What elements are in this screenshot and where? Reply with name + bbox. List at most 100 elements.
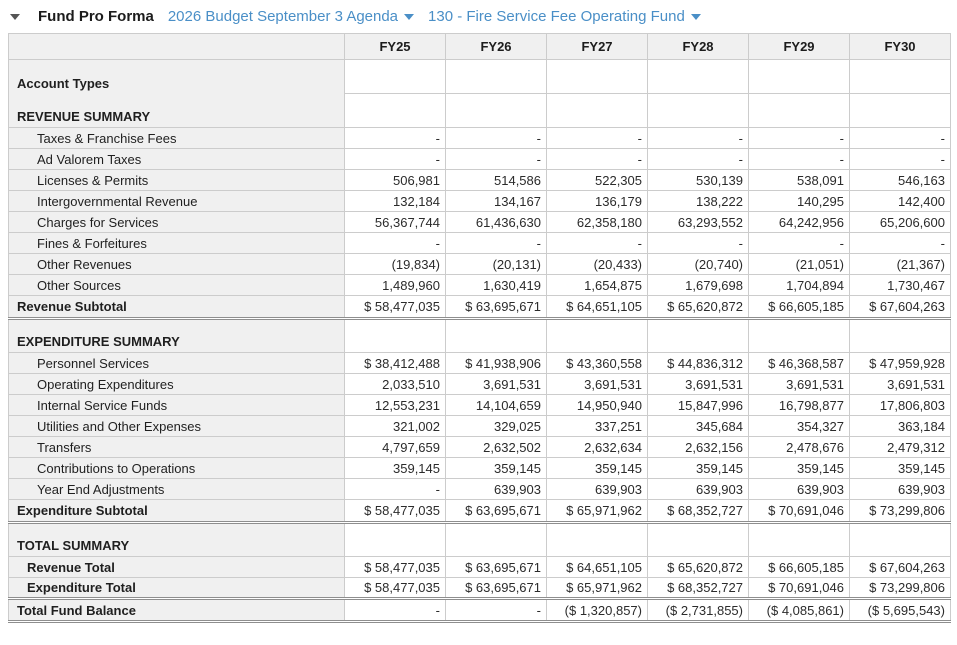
value-cell: 1,679,698 bbox=[647, 274, 749, 296]
value-cell: $ 73,299,806 bbox=[849, 577, 951, 600]
value-cell: 359,145 bbox=[344, 457, 446, 479]
value-cell: 359,145 bbox=[748, 457, 850, 479]
table-row: Expenditure Total $ 58,477,035 $ 63,695,67… bbox=[8, 577, 951, 600]
page-header: Fund Pro Forma 2026 Budget September 3 A… bbox=[0, 0, 957, 31]
value-cell: (21,367) bbox=[849, 253, 951, 275]
row-label: TOTAL SUMMARY bbox=[8, 522, 345, 557]
value-cell: $ 68,352,727 bbox=[647, 499, 749, 524]
value-cell: - bbox=[344, 232, 446, 254]
corner-cell bbox=[8, 33, 345, 60]
value-cell: 1,489,960 bbox=[344, 274, 446, 296]
value-cell: - bbox=[445, 598, 547, 623]
value-cell: $ 70,691,046 bbox=[748, 577, 850, 600]
value-cell: 14,104,659 bbox=[445, 394, 547, 416]
table-row: Account Types bbox=[8, 59, 951, 94]
table-row: Operating Expenditures 2,033,510 3,691,531… bbox=[8, 373, 951, 395]
value-cell: $ 67,604,263 bbox=[849, 556, 951, 578]
table-row: Personnel Services $ 38,412,488 $ 41,938,9… bbox=[8, 352, 951, 374]
value-cell bbox=[849, 93, 951, 128]
value-cell: $ 38,412,488 bbox=[344, 352, 446, 374]
value-cell: ($ 4,085,861) bbox=[748, 598, 850, 623]
value-cell: - bbox=[647, 232, 749, 254]
value-cell: 1,730,467 bbox=[849, 274, 951, 296]
value-cell: - bbox=[647, 148, 749, 170]
row-label: Taxes & Franchise Fees bbox=[8, 127, 345, 149]
value-cell: 2,479,312 bbox=[849, 436, 951, 458]
value-cell: 2,478,676 bbox=[748, 436, 850, 458]
value-cell: - bbox=[344, 148, 446, 170]
value-cell bbox=[546, 318, 648, 353]
value-cell: 3,691,531 bbox=[445, 373, 547, 395]
row-label: Revenue Subtotal bbox=[8, 295, 345, 320]
value-cell bbox=[344, 318, 446, 353]
row-label: Fines & Forfeitures bbox=[8, 232, 345, 254]
value-cell: - bbox=[748, 148, 850, 170]
value-cell: $ 63,695,671 bbox=[445, 295, 547, 320]
value-cell: $ 63,695,671 bbox=[445, 499, 547, 524]
row-label: Transfers bbox=[8, 436, 345, 458]
value-cell: $ 73,299,806 bbox=[849, 499, 951, 524]
table-row: Licenses & Permits 506,981 514,586 522,305 5… bbox=[8, 169, 951, 191]
collapse-icon[interactable] bbox=[10, 13, 20, 20]
value-cell bbox=[647, 522, 749, 557]
value-cell: ($ 2,731,855) bbox=[647, 598, 749, 623]
row-label: Ad Valorem Taxes bbox=[8, 148, 345, 170]
value-cell: (20,740) bbox=[647, 253, 749, 275]
value-cell: - bbox=[647, 127, 749, 149]
row-label: Total Fund Balance bbox=[8, 598, 345, 623]
value-cell: $ 46,368,587 bbox=[748, 352, 850, 374]
value-cell: 1,630,419 bbox=[445, 274, 547, 296]
value-cell: 4,797,659 bbox=[344, 436, 446, 458]
value-cell: 359,145 bbox=[546, 457, 648, 479]
value-cell: 530,139 bbox=[647, 169, 749, 191]
value-cell: - bbox=[546, 127, 648, 149]
fund-selector[interactable]: 130 - Fire Service Fee Operating Fund bbox=[428, 8, 701, 25]
value-cell: 3,691,531 bbox=[546, 373, 648, 395]
value-cell: $ 64,651,105 bbox=[546, 295, 648, 320]
table-row: Revenue Subtotal $ 58,477,035 $ 63,695,671… bbox=[8, 295, 951, 320]
value-cell: ($ 5,695,543) bbox=[849, 598, 951, 623]
row-label: Charges for Services bbox=[8, 211, 345, 233]
value-cell bbox=[344, 522, 446, 557]
fund-selector-label: 130 - Fire Service Fee Operating Fund bbox=[428, 8, 685, 25]
value-cell: $ 47,959,928 bbox=[849, 352, 951, 374]
row-label: Expenditure Subtotal bbox=[8, 499, 345, 524]
value-cell: 359,145 bbox=[445, 457, 547, 479]
table-row: Revenue Total $ 58,477,035 $ 63,695,671 $ 6… bbox=[8, 556, 951, 578]
table-row: TOTAL SUMMARY bbox=[8, 522, 951, 557]
value-cell: $ 58,477,035 bbox=[344, 556, 446, 578]
budget-selector[interactable]: 2026 Budget September 3 Agenda bbox=[168, 8, 415, 25]
value-cell: 16,798,877 bbox=[748, 394, 850, 416]
value-cell: - bbox=[849, 127, 951, 149]
value-cell: 363,184 bbox=[849, 415, 951, 437]
value-cell bbox=[546, 93, 648, 128]
table-row: Intergovernmental Revenue 132,184 134,167 1… bbox=[8, 190, 951, 212]
value-cell: $ 67,604,263 bbox=[849, 295, 951, 320]
value-cell: - bbox=[849, 148, 951, 170]
value-cell: 639,903 bbox=[647, 478, 749, 500]
value-cell: - bbox=[344, 478, 446, 500]
row-label: Revenue Total bbox=[8, 556, 345, 578]
column-header-fy26: FY26 bbox=[445, 33, 547, 60]
value-cell: - bbox=[445, 148, 547, 170]
value-cell: $ 70,691,046 bbox=[748, 499, 850, 524]
value-cell: 14,950,940 bbox=[546, 394, 648, 416]
value-cell bbox=[344, 59, 446, 94]
value-cell: 140,295 bbox=[748, 190, 850, 212]
value-cell: $ 65,620,872 bbox=[647, 295, 749, 320]
value-cell: 639,903 bbox=[546, 478, 648, 500]
value-cell: 63,293,552 bbox=[647, 211, 749, 233]
table-row: Year End Adjustments -639,903 639,903 639,9… bbox=[8, 478, 951, 500]
row-label: REVENUE SUMMARY bbox=[8, 93, 345, 128]
table-row: EXPENDITURE SUMMARY bbox=[8, 318, 951, 353]
value-cell bbox=[748, 93, 850, 128]
value-cell bbox=[647, 93, 749, 128]
table-row: Transfers 4,797,659 2,632,502 2,632,634 2,63… bbox=[8, 436, 951, 458]
value-cell bbox=[445, 59, 547, 94]
value-cell: $ 64,651,105 bbox=[546, 556, 648, 578]
value-cell bbox=[748, 522, 850, 557]
row-label: Personnel Services bbox=[8, 352, 345, 374]
pro-forma-table: FY25 FY26 FY27 FY28 FY29 FY30 Account Types RE… bbox=[8, 33, 951, 623]
value-cell: $ 41,938,906 bbox=[445, 352, 547, 374]
row-label: Other Sources bbox=[8, 274, 345, 296]
